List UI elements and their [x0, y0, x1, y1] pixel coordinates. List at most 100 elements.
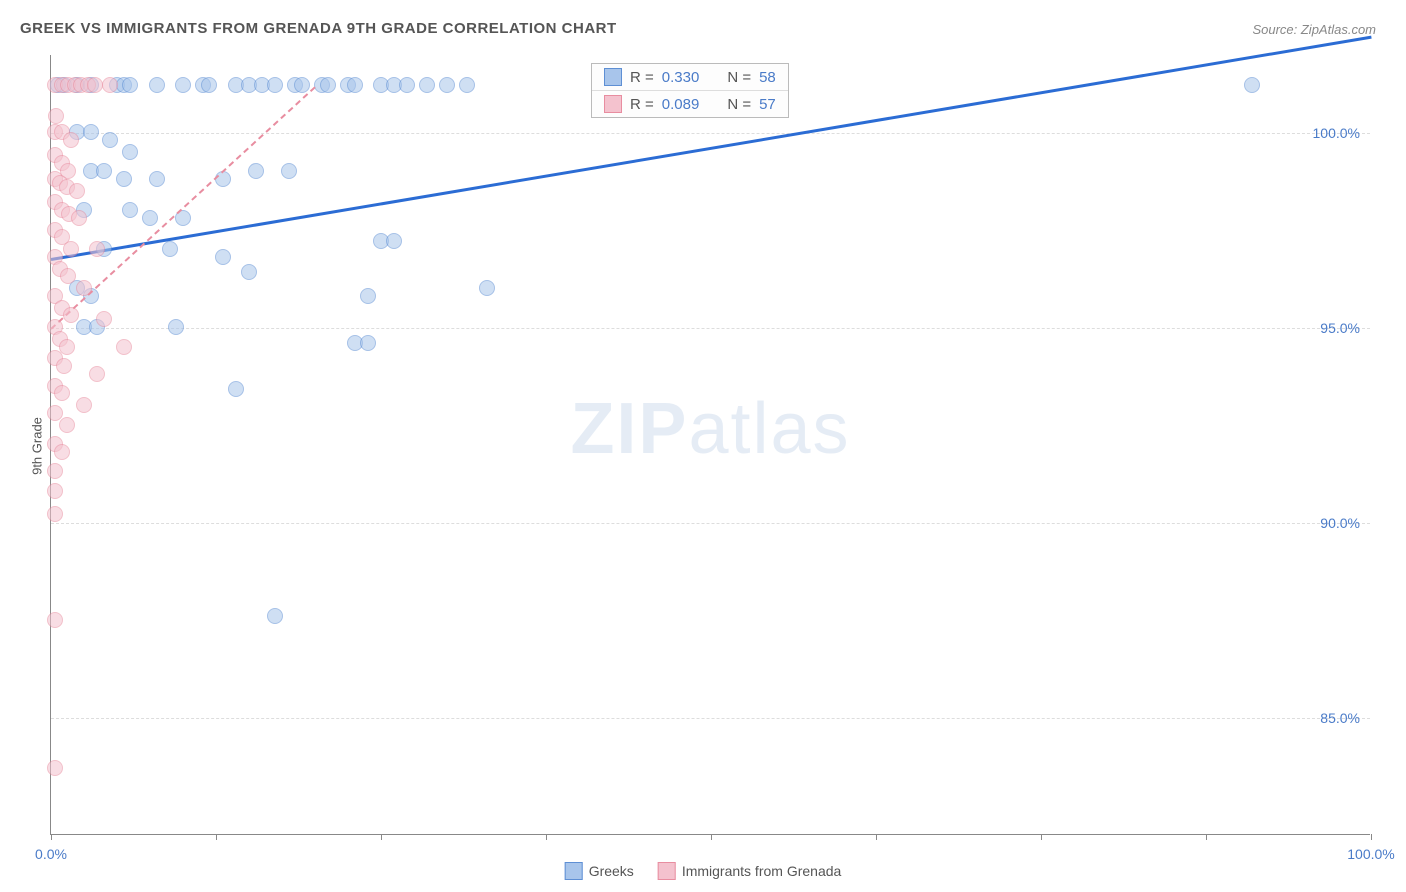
- watermark: ZIPatlas: [570, 388, 850, 470]
- legend-n-value: 58: [759, 69, 776, 86]
- data-point: [122, 202, 138, 218]
- data-point: [48, 108, 64, 124]
- data-point: [47, 463, 63, 479]
- data-point: [360, 335, 376, 351]
- data-point: [122, 77, 138, 93]
- y-tick-label: 95.0%: [1320, 320, 1360, 336]
- source-attribution: Source: ZipAtlas.com: [1252, 22, 1376, 37]
- gridline: [51, 328, 1370, 329]
- legend-r-value: 0.089: [662, 96, 700, 113]
- y-tick-label: 100.0%: [1313, 125, 1360, 141]
- data-point: [60, 268, 76, 284]
- x-tick-label: 100.0%: [1347, 846, 1394, 862]
- data-point: [56, 358, 72, 374]
- data-point: [439, 77, 455, 93]
- x-tick: [1371, 834, 1372, 840]
- data-point: [102, 77, 118, 93]
- legend-n-label: N =: [727, 69, 751, 86]
- data-point: [419, 77, 435, 93]
- x-tick: [381, 834, 382, 840]
- data-point: [386, 233, 402, 249]
- data-point: [63, 132, 79, 148]
- x-tick: [711, 834, 712, 840]
- data-point: [281, 163, 297, 179]
- data-point: [228, 381, 244, 397]
- data-point: [201, 77, 217, 93]
- legend-r-label: R =: [630, 69, 654, 86]
- data-point: [347, 77, 363, 93]
- data-point: [360, 288, 376, 304]
- legend-swatch: [658, 862, 676, 880]
- data-point: [59, 339, 75, 355]
- legend-row: R = 0.330 N = 58: [592, 64, 788, 90]
- data-point: [102, 132, 118, 148]
- data-point: [215, 249, 231, 265]
- data-point: [294, 77, 310, 93]
- gridline: [51, 718, 1370, 719]
- data-point: [149, 171, 165, 187]
- legend-item: Immigrants from Grenada: [658, 862, 842, 880]
- chart-title: GREEK VS IMMIGRANTS FROM GRENADA 9TH GRA…: [20, 20, 617, 37]
- gridline: [51, 133, 1370, 134]
- data-point: [215, 171, 231, 187]
- data-point: [54, 385, 70, 401]
- data-point: [71, 210, 87, 226]
- legend-r-label: R =: [630, 96, 654, 113]
- legend-row: R = 0.089 N = 57: [592, 90, 788, 117]
- x-tick-label: 0.0%: [35, 846, 67, 862]
- data-point: [267, 608, 283, 624]
- correlation-legend: R = 0.330 N = 58 R = 0.089 N = 57: [591, 63, 789, 118]
- data-point: [96, 163, 112, 179]
- data-point: [241, 264, 257, 280]
- legend-swatch: [604, 95, 622, 113]
- data-point: [76, 280, 92, 296]
- data-point: [69, 183, 85, 199]
- data-point: [168, 319, 184, 335]
- y-tick-label: 90.0%: [1320, 515, 1360, 531]
- data-point: [47, 483, 63, 499]
- data-point: [47, 760, 63, 776]
- legend-n-label: N =: [727, 96, 751, 113]
- plot-area: ZIPatlas R = 0.330 N = 58 R = 0.089 N = 57 85.0…: [50, 55, 1370, 835]
- data-point: [83, 124, 99, 140]
- data-point: [267, 77, 283, 93]
- x-tick: [51, 834, 52, 840]
- legend-swatch: [565, 862, 583, 880]
- data-point: [76, 397, 92, 413]
- x-tick: [1206, 834, 1207, 840]
- data-point: [54, 444, 70, 460]
- data-point: [320, 77, 336, 93]
- x-tick: [1041, 834, 1042, 840]
- legend-r-value: 0.330: [662, 69, 700, 86]
- data-point: [399, 77, 415, 93]
- y-tick-label: 85.0%: [1320, 710, 1360, 726]
- data-point: [63, 241, 79, 257]
- data-point: [122, 144, 138, 160]
- data-point: [1244, 77, 1260, 93]
- data-point: [89, 241, 105, 257]
- gridline: [51, 523, 1370, 524]
- data-point: [47, 612, 63, 628]
- data-point: [89, 366, 105, 382]
- data-point: [63, 307, 79, 323]
- legend-swatch: [604, 68, 622, 86]
- x-tick: [876, 834, 877, 840]
- legend-item: Greeks: [565, 862, 634, 880]
- data-point: [96, 311, 112, 327]
- data-point: [162, 241, 178, 257]
- data-point: [142, 210, 158, 226]
- data-point: [149, 77, 165, 93]
- data-point: [47, 506, 63, 522]
- legend-label: Immigrants from Grenada: [682, 863, 842, 879]
- legend-n-value: 57: [759, 96, 776, 113]
- x-tick: [216, 834, 217, 840]
- data-point: [248, 163, 264, 179]
- data-point: [87, 77, 103, 93]
- data-point: [116, 339, 132, 355]
- data-point: [59, 417, 75, 433]
- x-tick: [546, 834, 547, 840]
- data-point: [479, 280, 495, 296]
- legend-label: Greeks: [589, 863, 634, 879]
- series-legend: Greeks Immigrants from Grenada: [565, 862, 842, 880]
- data-point: [116, 171, 132, 187]
